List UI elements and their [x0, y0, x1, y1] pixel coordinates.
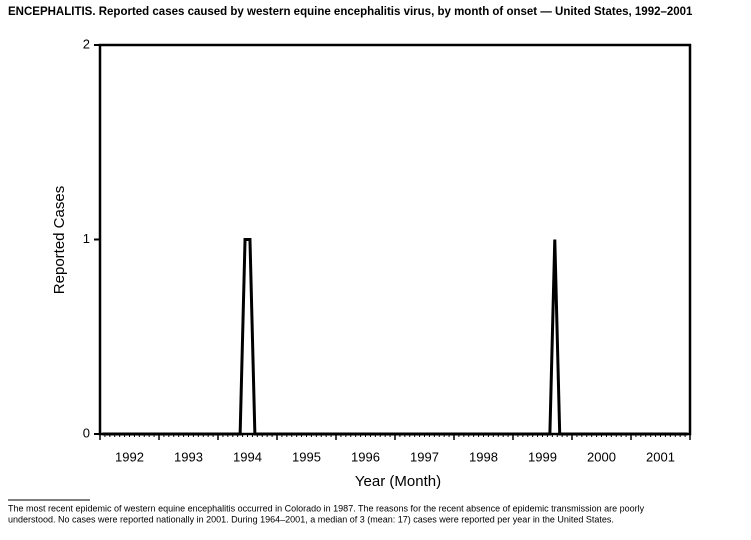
x-tick-label: 1997 [410, 449, 439, 464]
x-tick-label: 1993 [174, 449, 203, 464]
x-tick-label: 1996 [351, 449, 380, 464]
x-tick-label: 2000 [587, 449, 616, 464]
y-tick-label: 1 [83, 231, 90, 246]
data-line [102, 238, 688, 436]
x-tick-label: 1995 [292, 449, 321, 464]
x-tick-label: 1999 [528, 449, 557, 464]
x-tick-label: 2001 [646, 449, 675, 464]
x-tick-label: 1992 [115, 449, 144, 464]
y-tick-label: 2 [83, 36, 90, 51]
plot-frame [98, 43, 692, 436]
y-tick-label: 0 [83, 425, 90, 440]
x-tick-label: 1994 [233, 449, 262, 464]
chart-title: ENCEPHALITIS. Reported cases caused by w… [8, 6, 693, 18]
x-tick-label: 1998 [469, 449, 498, 464]
footnote-line: understood. No cases were reported natio… [8, 514, 614, 524]
x-axis-title: Year (Month) [355, 473, 441, 490]
y-axis-title: Reported Cases [51, 186, 68, 294]
footnote-line: The most recent epidemic of western equi… [8, 503, 645, 513]
